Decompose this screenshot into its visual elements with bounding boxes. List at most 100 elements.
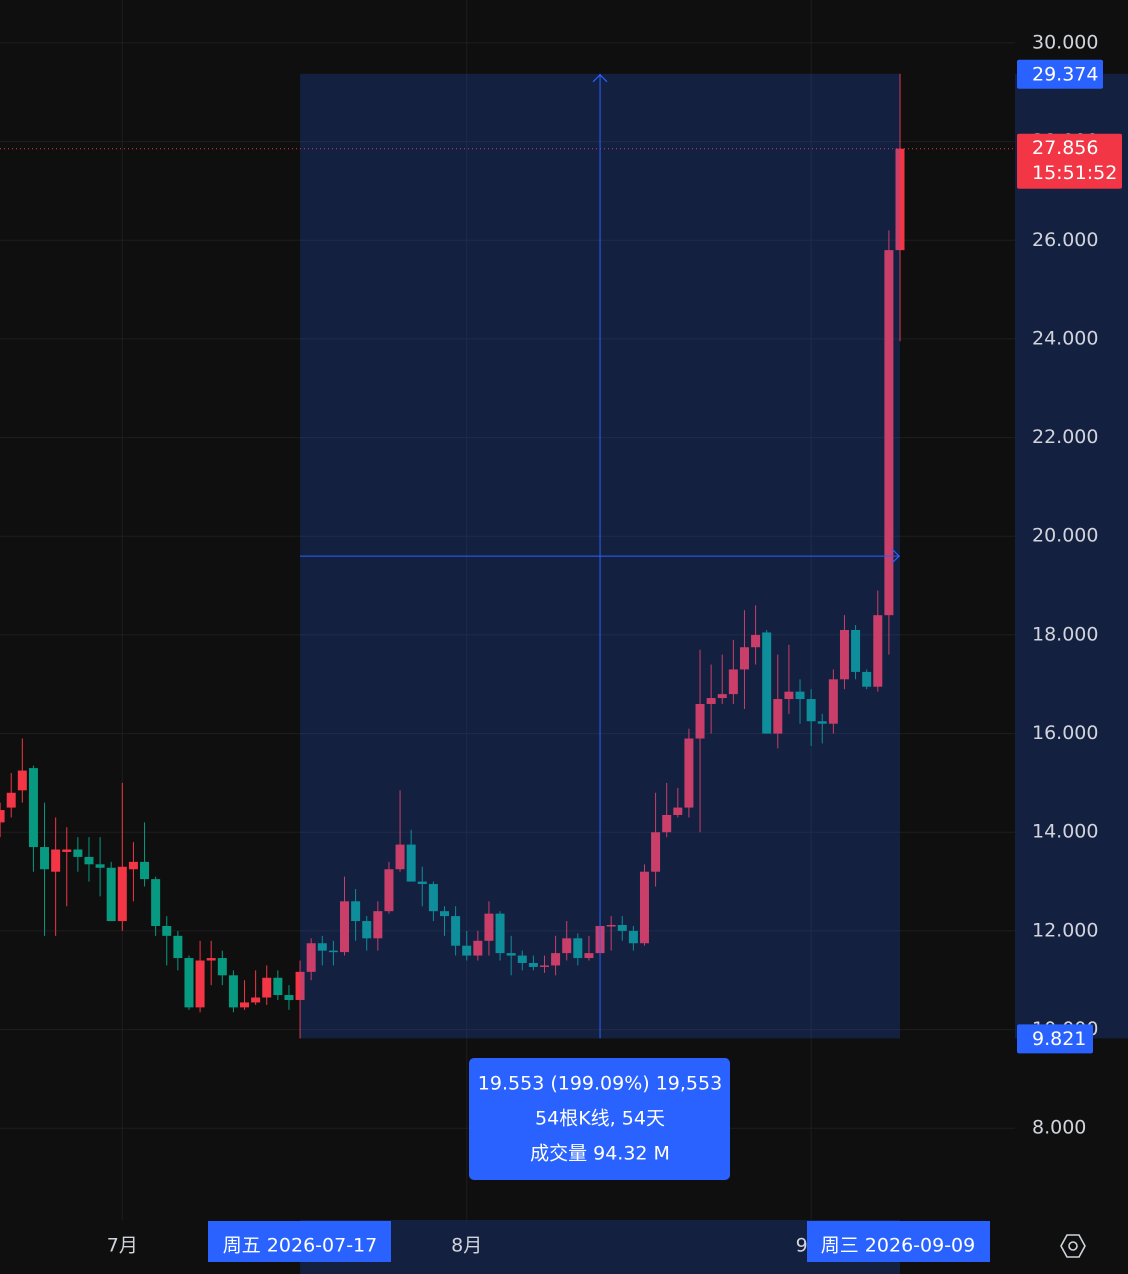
candle-body (684, 738, 694, 808)
candle-body (873, 615, 883, 687)
y-tick-label: 30.000 (1032, 31, 1098, 53)
candle-body (140, 861, 150, 880)
candle-body (317, 943, 327, 951)
candle-body (51, 849, 61, 872)
y-tick-label: 18.000 (1032, 623, 1098, 645)
candle-body (262, 977, 272, 998)
candle-body (428, 884, 438, 912)
candle-body (562, 938, 572, 954)
end-date-label: 周三 2026-09-09 (821, 1235, 975, 1257)
candle-body (251, 997, 261, 1003)
candle-body (84, 856, 94, 865)
candle-body (40, 847, 50, 870)
candle-body (17, 770, 27, 791)
candle-body (751, 634, 761, 648)
measure-axis-band (1015, 73, 1128, 1039)
measure-tooltip (469, 1058, 730, 1180)
y-tick-label: 16.000 (1032, 722, 1098, 744)
candle-body (617, 924, 627, 931)
candle-body (473, 940, 483, 956)
candle-body (173, 935, 183, 959)
candle-body (273, 977, 283, 996)
measure-change: 19.553 (199.09%) 19,553 (478, 1073, 722, 1095)
y-tick-label: 8.000 (1032, 1117, 1086, 1139)
candle-body (795, 691, 805, 700)
settings-icon-dot[interactable] (1068, 1241, 1078, 1251)
candle-body (551, 953, 561, 966)
candle-body (628, 930, 638, 944)
candle-body (206, 958, 216, 961)
candle-body (717, 694, 727, 699)
candle-body (6, 792, 16, 808)
candle-body (817, 721, 827, 724)
last-price-label: 27.856 (1032, 137, 1098, 159)
candle-body (384, 869, 394, 912)
candle-body (573, 938, 583, 959)
end-date-tag (807, 1221, 990, 1262)
candle-body (884, 250, 894, 616)
candle-body (28, 768, 38, 848)
candle-body (106, 867, 116, 922)
x-tick-label: 8月 (451, 1235, 482, 1257)
measure-arrow-right (891, 548, 900, 564)
candle-body (184, 958, 194, 1008)
measure-high-label: 29.374 (1032, 63, 1098, 85)
measure-arrow-up (592, 73, 608, 83)
candle-body (162, 925, 172, 936)
settings-icon[interactable] (1060, 1234, 1086, 1258)
measure-low-tag (1017, 1024, 1093, 1054)
candle-body (895, 148, 905, 251)
candle-body (95, 864, 105, 868)
candle-body (706, 698, 716, 704)
candle-body (606, 924, 616, 927)
candle-body (451, 916, 461, 946)
candle-body (284, 995, 294, 1000)
measure-volume: 成交量 94.32 M (530, 1143, 670, 1165)
candle-body (417, 881, 427, 885)
candle-body (762, 632, 772, 734)
countdown-label: 15:51:52 (1032, 162, 1117, 184)
start-date-tag (208, 1221, 391, 1262)
candle-body (328, 950, 338, 953)
candle-body (0, 810, 5, 823)
candle-body (739, 647, 749, 670)
candle-body (517, 955, 527, 963)
candle-body (484, 913, 494, 941)
candle-body (340, 901, 350, 953)
candle-body (506, 953, 516, 956)
candle-body (406, 844, 416, 882)
candle-body (806, 699, 816, 722)
candle-body (462, 945, 472, 956)
candle-body (117, 866, 127, 922)
candle-body (128, 861, 138, 870)
measure-time-band (300, 1220, 901, 1274)
y-tick-label: 22.000 (1032, 426, 1098, 448)
candle-body (151, 879, 161, 926)
candle-body (217, 958, 227, 976)
candle-body (295, 971, 305, 1000)
candle-body (62, 849, 72, 852)
y-tick-label: 12.000 (1032, 919, 1098, 941)
candle-body (828, 679, 838, 724)
candle-body (784, 691, 794, 700)
candle-body (695, 703, 705, 739)
candle-body (495, 913, 505, 954)
candle-body (539, 965, 549, 967)
candle-body (584, 953, 594, 959)
candle-body (528, 962, 538, 967)
measure-low-label: 9.821 (1032, 1028, 1086, 1050)
candle-body (673, 807, 683, 815)
y-tick-label: 26.000 (1032, 229, 1098, 251)
candle-body (862, 671, 872, 687)
candle-body (839, 629, 849, 680)
candle-body (639, 871, 649, 944)
candle-body (351, 901, 361, 922)
candle-body (73, 849, 83, 857)
y-tick-label: 20.000 (1032, 525, 1098, 547)
y-tick-label: 24.000 (1032, 327, 1098, 349)
candle-body (440, 911, 449, 917)
x-tick-label: 7月 (107, 1235, 138, 1257)
candle-body (773, 699, 783, 734)
candle-body (662, 814, 672, 833)
